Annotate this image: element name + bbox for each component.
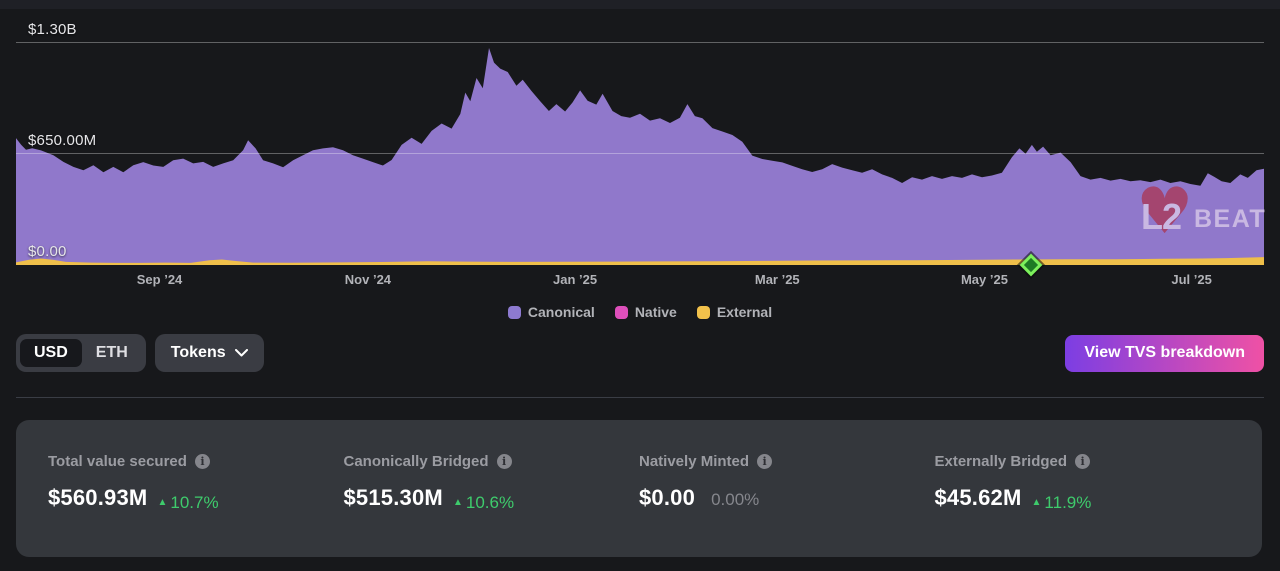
legend-item-canonical[interactable]: Canonical <box>507 304 595 320</box>
currency-eth-button[interactable]: ETH <box>95 344 128 361</box>
stat-total-value-secured: Total value secured i $560.93M ▲ 10.7% <box>48 453 344 557</box>
legend-item-external[interactable]: External <box>696 304 772 320</box>
section-top-edge <box>0 0 1280 9</box>
stat-change: ▲0.00% <box>711 490 760 509</box>
y-axis-label: $0.00 <box>28 243 67 260</box>
canonical-swatch-icon <box>507 305 521 319</box>
stat-label: Natively Minted <box>639 453 750 470</box>
stat-canonically-bridged: Canonically Bridged i $515.30M ▲ 10.6% <box>344 453 640 557</box>
native-swatch-icon <box>614 305 628 319</box>
x-axis-label: Jul ’25 <box>1171 272 1212 287</box>
external-swatch-icon <box>696 305 710 319</box>
chevron-down-icon <box>234 349 248 357</box>
x-axis-label: Jan ’25 <box>553 272 598 287</box>
info-icon[interactable]: i <box>757 454 773 469</box>
up-arrow-icon: ▲ <box>1031 497 1042 508</box>
tvs-chart-section: $1.30B $650.00M $0.00 Sep ’24 Nov ’24 Jan … <box>0 21 1280 320</box>
up-arrow-icon: ▲ <box>452 497 463 508</box>
stat-value: $560.93M <box>48 485 148 510</box>
currency-usd-button[interactable]: USD <box>20 339 82 367</box>
up-arrow-icon: ▲ <box>157 497 168 508</box>
section-divider <box>16 397 1264 398</box>
info-icon[interactable]: i <box>1075 454 1091 469</box>
stat-change: ▲ 10.6% <box>452 493 515 512</box>
y-axis-label: $1.30B <box>28 21 77 38</box>
stats-card: Total value secured i $560.93M ▲ 10.7% Ca… <box>16 420 1262 557</box>
currency-toggle: USD ETH <box>16 334 146 372</box>
stat-externally-bridged: Externally Bridged i $45.62M ▲ 11.9% <box>935 453 1231 557</box>
stat-value: $0.00 <box>639 485 696 510</box>
stat-label: Total value secured <box>48 453 187 470</box>
area-external <box>16 257 1264 265</box>
tvs-area-chart[interactable] <box>16 42 1264 265</box>
x-axis-label: Mar ’25 <box>754 272 800 287</box>
info-icon[interactable]: i <box>194 454 210 469</box>
tokens-dropdown-button[interactable]: Tokens <box>154 334 264 372</box>
stat-natively-minted: Natively Minted i $0.00 ▲0.00% <box>639 453 935 557</box>
stat-label: Externally Bridged <box>934 453 1068 470</box>
x-axis-label: May ’25 <box>960 272 1008 287</box>
x-axis-label: Nov ’24 <box>344 272 392 287</box>
stat-value: $45.62M <box>934 485 1022 510</box>
view-tvs-breakdown-button[interactable]: View TVS breakdown <box>1065 334 1264 372</box>
stat-label: Canonically Bridged <box>343 453 489 470</box>
stat-value: $515.30M <box>343 485 443 510</box>
chart-controls-row: USD ETH Tokens View TVS breakdown <box>16 334 1264 372</box>
chart-legend: Canonical Native External <box>0 304 1280 320</box>
info-icon[interactable]: i <box>496 454 512 469</box>
x-axis-label: Sep ’24 <box>136 272 183 287</box>
y-axis-label: $650.00M <box>28 132 97 149</box>
legend-item-native[interactable]: Native <box>614 304 677 320</box>
area-canonical <box>16 48 1264 265</box>
stat-change: ▲ 11.9% <box>1031 493 1092 512</box>
stat-change: ▲ 10.7% <box>157 493 219 512</box>
